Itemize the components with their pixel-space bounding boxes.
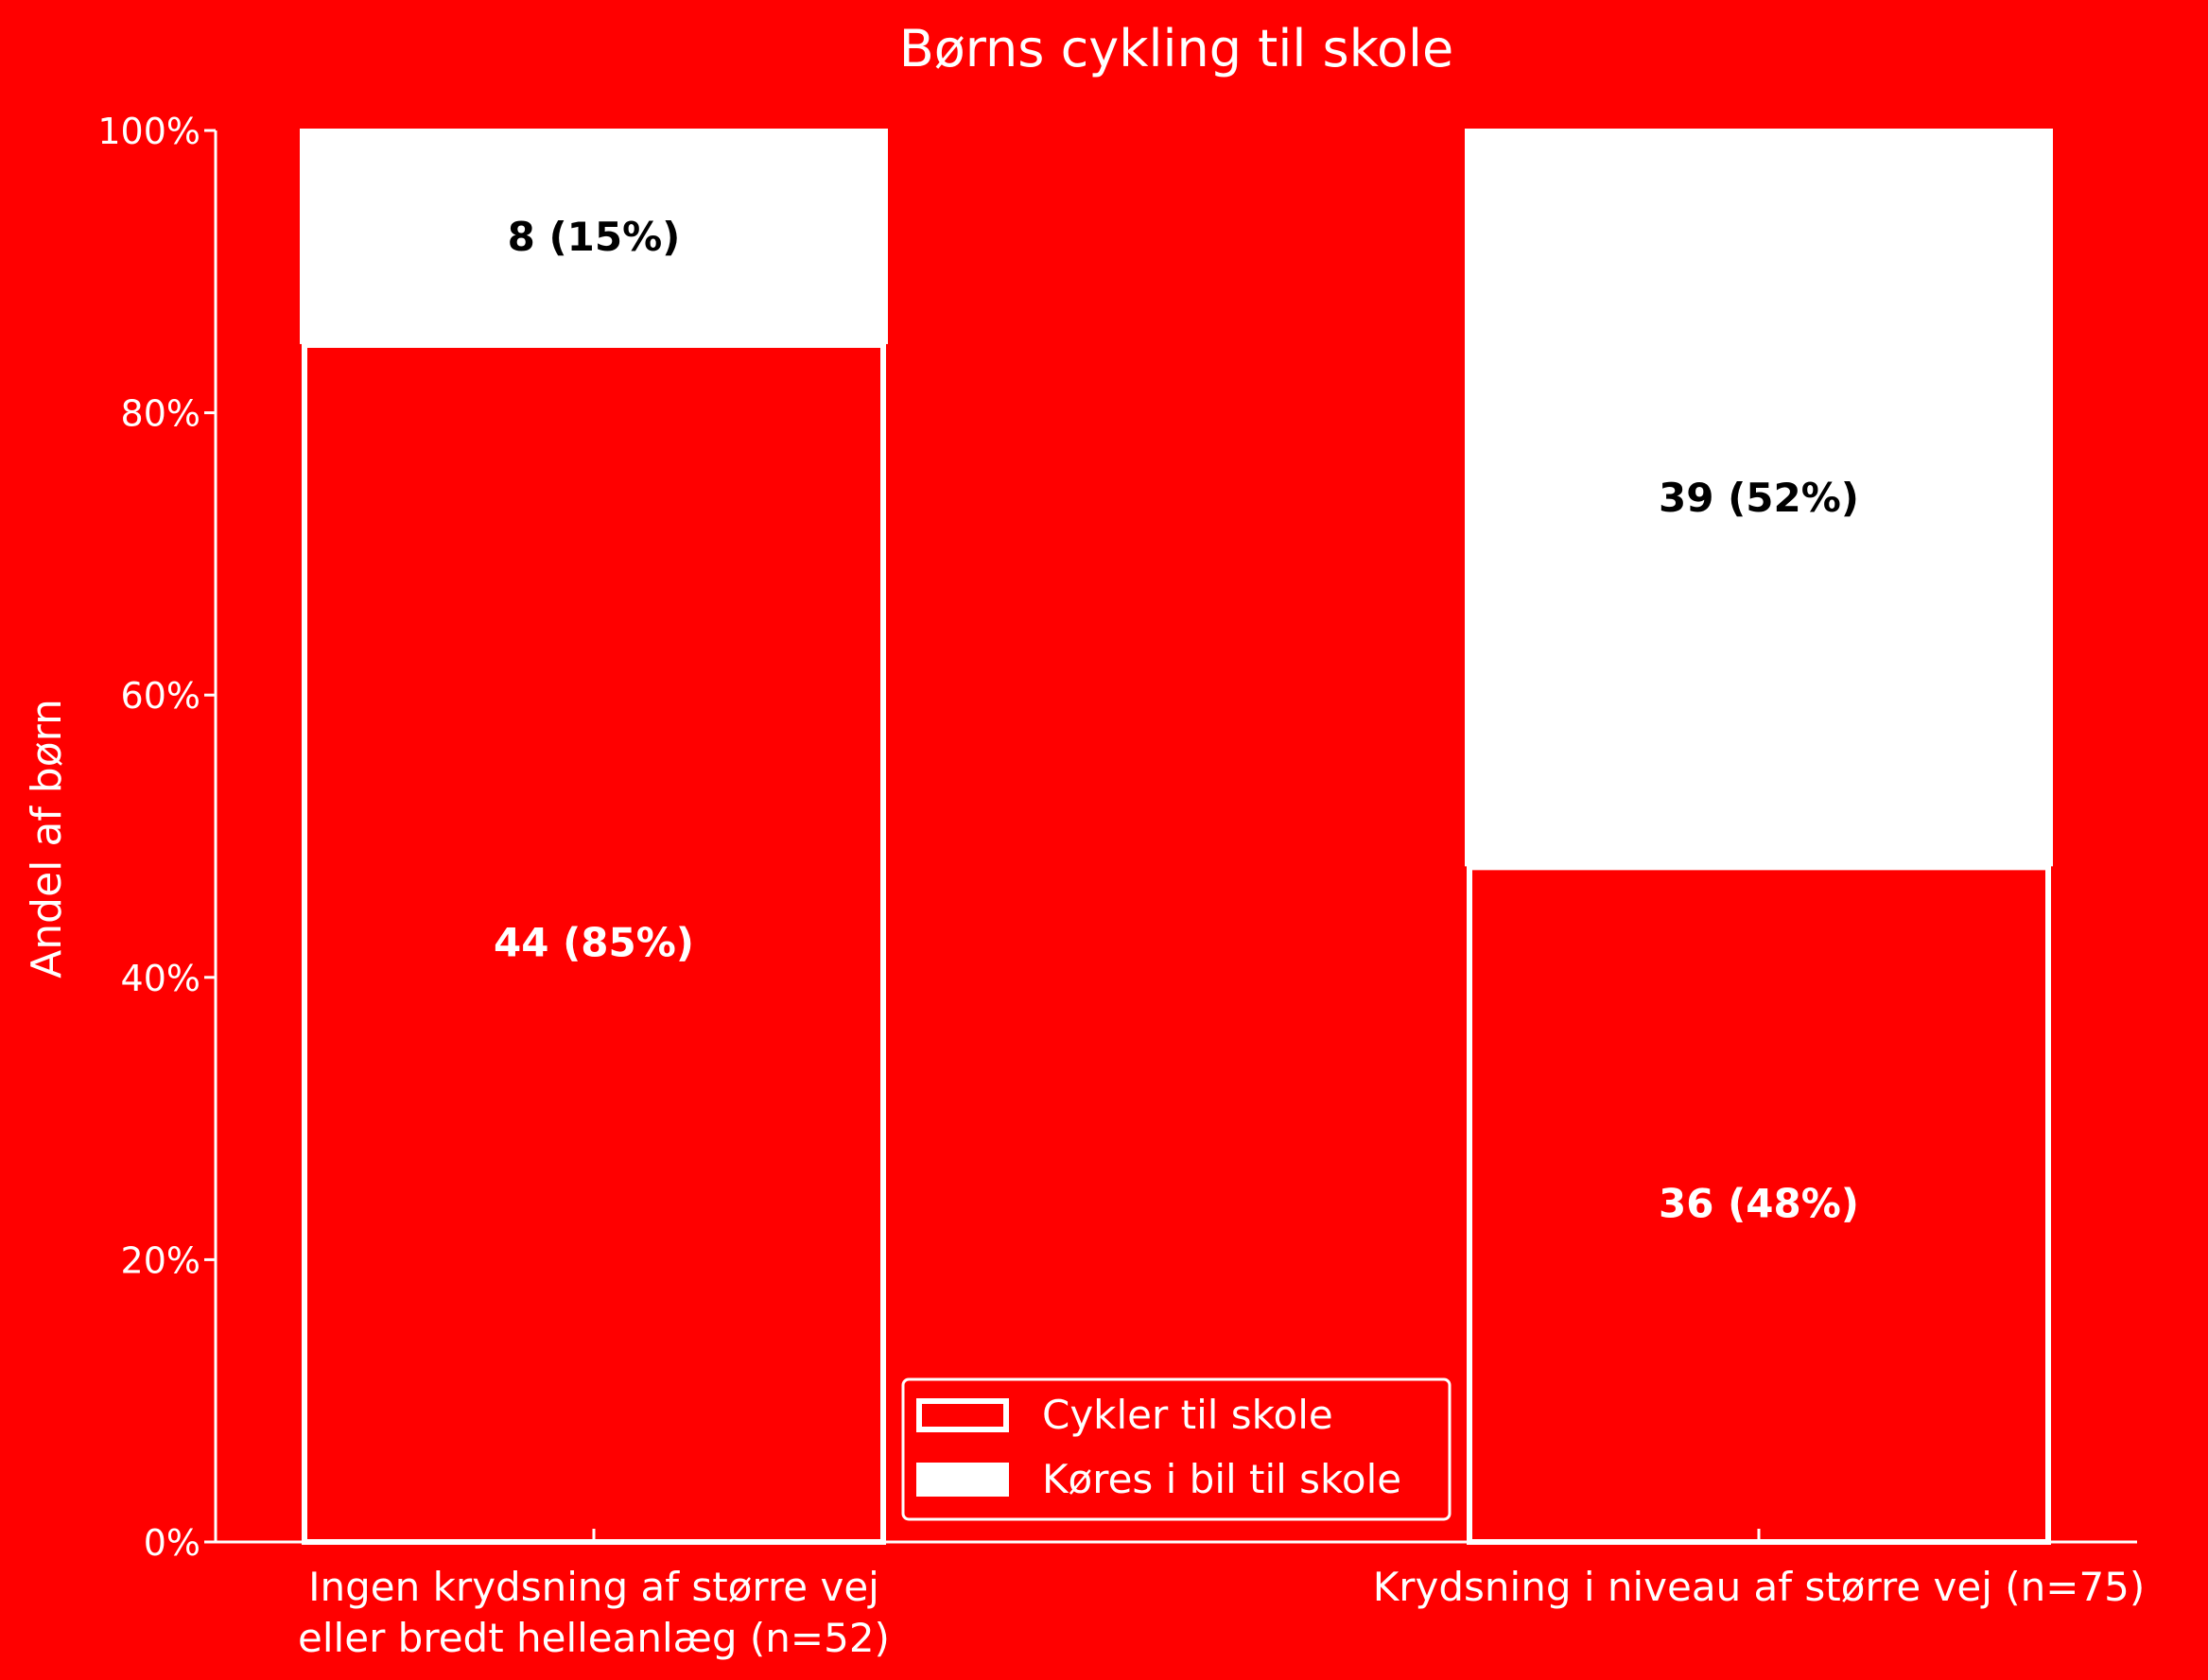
y-tick-label: 20% bbox=[121, 1239, 200, 1281]
data-label: 44 (85%) bbox=[494, 919, 694, 965]
labels-layer: 44 (85%) 8 (15%) 36 (48%) 39 (52%) bbox=[494, 214, 1859, 1227]
bars-layer bbox=[300, 129, 2053, 1546]
legend-label: Cykler til skole bbox=[1042, 1392, 1333, 1438]
y-tick-label: 60% bbox=[121, 675, 200, 717]
data-label: 8 (15%) bbox=[508, 214, 681, 260]
x-tick-label: Krydsning i niveau af større vej (n=75) bbox=[1373, 1564, 2146, 1610]
legend: Cykler til skole Køres i bil til skole bbox=[901, 1377, 1452, 1521]
bar-segment bbox=[1465, 129, 2053, 867]
bar-segment bbox=[300, 129, 888, 344]
y-tick-label: 80% bbox=[121, 393, 200, 435]
legend-swatch bbox=[916, 1398, 1009, 1432]
x-tick-label: Ingen krydsning af større vej bbox=[308, 1564, 879, 1610]
y-axis-label: Andel af børn bbox=[23, 699, 71, 979]
chart-title: Børns cykling til skole bbox=[899, 19, 1454, 78]
legend-swatch bbox=[916, 1463, 1009, 1497]
y-tick-label: 0% bbox=[144, 1522, 200, 1564]
bar-segment bbox=[1467, 864, 2051, 1545]
legend-box bbox=[901, 1377, 1452, 1521]
axes-layer: 0% 20% 40% 60% 80% 100% Ingen krydsning af stø… bbox=[97, 111, 2145, 1661]
x-tick-label: eller bredt helleanlæg (n=52) bbox=[298, 1615, 890, 1661]
y-tick-label: 40% bbox=[121, 958, 200, 999]
bar-segment bbox=[302, 341, 886, 1546]
data-label: 39 (52%) bbox=[1659, 475, 1859, 521]
legend-label: Køres i bil til skole bbox=[1042, 1456, 1401, 1502]
data-label: 36 (48%) bbox=[1659, 1181, 1859, 1227]
y-tick-label: 100% bbox=[97, 111, 200, 152]
